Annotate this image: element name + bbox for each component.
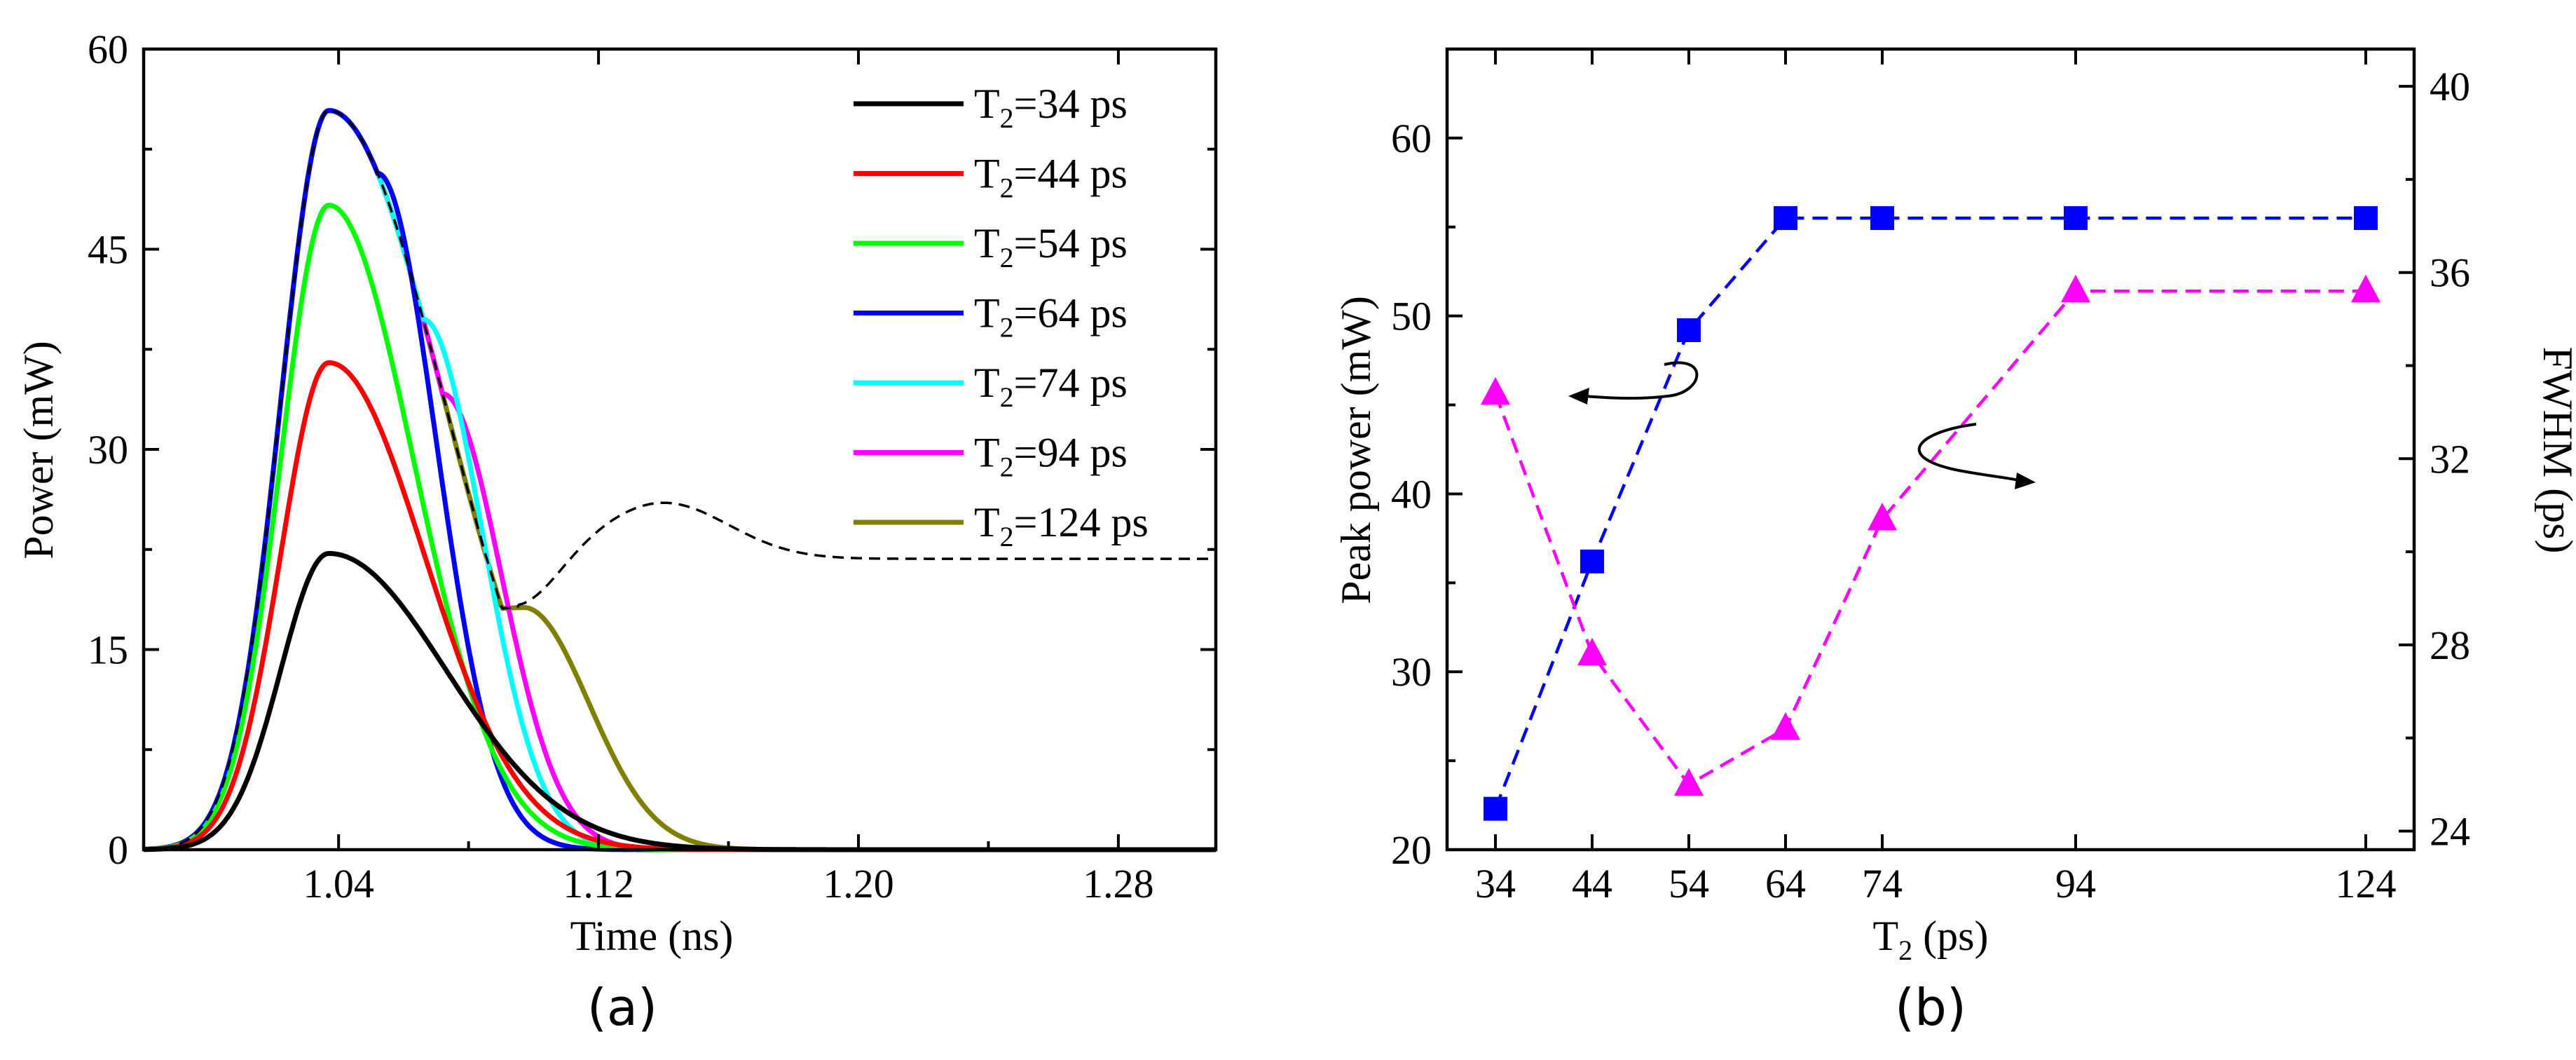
panel-a-legend-label: T2=34 ps — [974, 81, 1128, 134]
panel-a-reference-dashed-line — [143, 109, 1216, 851]
legend-label-sub: 2 — [1000, 521, 1014, 552]
panel-a-chart: 1.04 1.12 1.20 1.28 0 15 30 45 60 Time (ns) Powe… — [15, 27, 1218, 1037]
panel-b-left-y-tick-label: 40 — [1391, 471, 1432, 517]
panel-a-legend-label: T2=64 ps — [974, 290, 1128, 344]
legend-label-main: T — [974, 81, 1000, 127]
panel-b-x-tick-label: 74 — [1862, 861, 1903, 906]
panel-a-x-tick-label: 1.04 — [303, 861, 374, 906]
legend-label-sub: 2 — [1000, 381, 1014, 413]
panel-b-fwhm-marker — [1868, 503, 1897, 531]
panel-a-x-axis-label: Time (ns) — [570, 913, 734, 959]
panel-b-label: (b) — [1895, 978, 1966, 1037]
panel-b-x-tick-label: 34 — [1475, 861, 1516, 906]
panel-b-peak-power-marker — [1870, 206, 1894, 231]
panel-a-legend-label: T2=54 ps — [974, 220, 1128, 273]
panel-b-markers — [1481, 206, 2380, 821]
legend-label-sub: 2 — [1000, 172, 1014, 204]
panel-b-peak-power-marker — [1774, 206, 1797, 231]
panel-a-x-tick-label: 1.28 — [1083, 861, 1154, 906]
legend-label-sub: 2 — [1000, 451, 1014, 483]
right-axis-arrow — [1917, 423, 2019, 482]
panel-a-y-tick-label: 60 — [88, 27, 128, 72]
legend-label-value: =54 ps — [1014, 220, 1128, 266]
panel-b-lines — [1493, 216, 2366, 810]
legend-label-sub: 2 — [1000, 102, 1014, 134]
panel-b-left-y-tick-label: 20 — [1391, 827, 1432, 873]
panel-b-ticks: 34 44 54 64 74 94 124 20 30 40 50 60 24 28 32 36 40 — [1391, 49, 2470, 906]
right-axis-arrowhead — [2015, 473, 2036, 489]
panel-b-right-y-tick-label: 40 — [2430, 64, 2470, 109]
panel-a-series-line — [144, 551, 1216, 852]
panel-a-legend-label: T2=74 ps — [974, 360, 1128, 413]
panel-b-left-y-tick-label: 50 — [1391, 294, 1432, 339]
panel-b-series-line — [1493, 216, 2366, 810]
panel-a-legend-label: T2=44 ps — [974, 151, 1128, 204]
panel-a-label: (a) — [587, 978, 657, 1037]
panel-b-x-label-unit: (ps) — [1912, 913, 1988, 959]
panel-b-right-y-tick-label: 24 — [2430, 808, 2470, 854]
legend-label-main: T — [974, 220, 1000, 266]
panel-b-x-tick-label: 124 — [2336, 861, 2397, 906]
legend-label-main: T — [974, 290, 1000, 337]
panel-b-peak-power-marker — [1677, 318, 1701, 342]
panel-b-left-y-axis-label: Peak power (mW) — [1333, 296, 1379, 604]
panel-b-peak-power-marker — [1484, 796, 1507, 821]
panel-b-fwhm-marker — [1771, 712, 1800, 740]
panel-b-x-tick-label: 54 — [1669, 861, 1709, 906]
panel-a-legend-label: T2=94 ps — [974, 430, 1128, 483]
panel-b-fwhm-marker — [1481, 376, 1510, 405]
left-axis-arrow — [1583, 361, 1699, 400]
panel-b-x-axis-label: T2 (ps) — [1873, 913, 1989, 966]
panel-b-left-y-tick-label: 30 — [1391, 649, 1432, 695]
legend-label-main: T — [974, 360, 1000, 406]
left-axis-arrowhead — [1568, 388, 1589, 405]
legend-label-main: T — [974, 430, 1000, 476]
panel-b-right-y-axis-label: FWHM (ps) — [2535, 347, 2576, 554]
panel-a-x-tick-label: 1.12 — [563, 861, 634, 906]
panel-b-fwhm-marker — [1577, 637, 1607, 666]
panel-b-right-y-tick-label: 28 — [2430, 623, 2470, 668]
panel-b-chart: 34 44 54 64 74 94 124 20 30 40 50 60 24 28 32 36 40 T2 (… — [1333, 47, 2576, 1037]
panel-a-y-tick-label: 0 — [108, 827, 128, 873]
panel-a-ticks: 1.04 1.12 1.20 1.28 0 15 30 45 60 — [88, 27, 1216, 906]
panel-b-x-label-main: T — [1873, 913, 1899, 959]
panel-b-fwhm-marker — [2351, 274, 2380, 303]
panel-b-fwhm-marker — [2061, 274, 2090, 303]
panel-b-right-y-tick-label: 36 — [2430, 250, 2470, 296]
panel-b-peak-power-marker — [2354, 206, 2378, 231]
panel-b-peak-power-marker — [1580, 549, 1604, 573]
panel-a-x-tick-label: 1.20 — [823, 861, 894, 906]
legend-label-main: T — [974, 151, 1000, 197]
legend-label-main: T — [974, 499, 1000, 545]
legend-label-sub: 2 — [1000, 312, 1014, 344]
panel-a-y-tick-label: 45 — [88, 227, 128, 273]
panel-b-series-line — [1493, 290, 2366, 787]
panel-a-y-tick-label: 15 — [88, 627, 128, 673]
panel-b-plot-frame — [1445, 47, 2416, 852]
panel-b-x-tick-label: 94 — [2055, 861, 2096, 906]
panel-b-right-y-tick-label: 32 — [2430, 436, 2470, 482]
panel-b-left-y-tick-label: 60 — [1391, 116, 1432, 161]
legend-label-value: =44 ps — [1014, 151, 1128, 197]
panel-b-x-label-sub: 2 — [1898, 935, 1912, 966]
panel-b-axis-arrows — [1568, 361, 2036, 489]
panel-b-x-tick-label: 64 — [1765, 861, 1806, 906]
panel-a-y-axis-label: Power (mW) — [15, 341, 62, 559]
legend-label-value: =64 ps — [1014, 290, 1128, 337]
panel-b-peak-power-marker — [2064, 206, 2088, 231]
panel-a-y-tick-label: 30 — [88, 427, 128, 473]
legend-label-value: =124 ps — [1014, 499, 1149, 545]
panel-b-x-tick-label: 44 — [1572, 861, 1612, 906]
legend-label-value: =74 ps — [1014, 360, 1128, 406]
panel-b-fwhm-marker — [1674, 768, 1704, 796]
legend-label-value: =34 ps — [1014, 81, 1128, 127]
panel-a-legend-label: T2=124 ps — [974, 499, 1149, 552]
legend-label-value: =94 ps — [1014, 430, 1128, 476]
legend-label-sub: 2 — [1000, 242, 1014, 273]
